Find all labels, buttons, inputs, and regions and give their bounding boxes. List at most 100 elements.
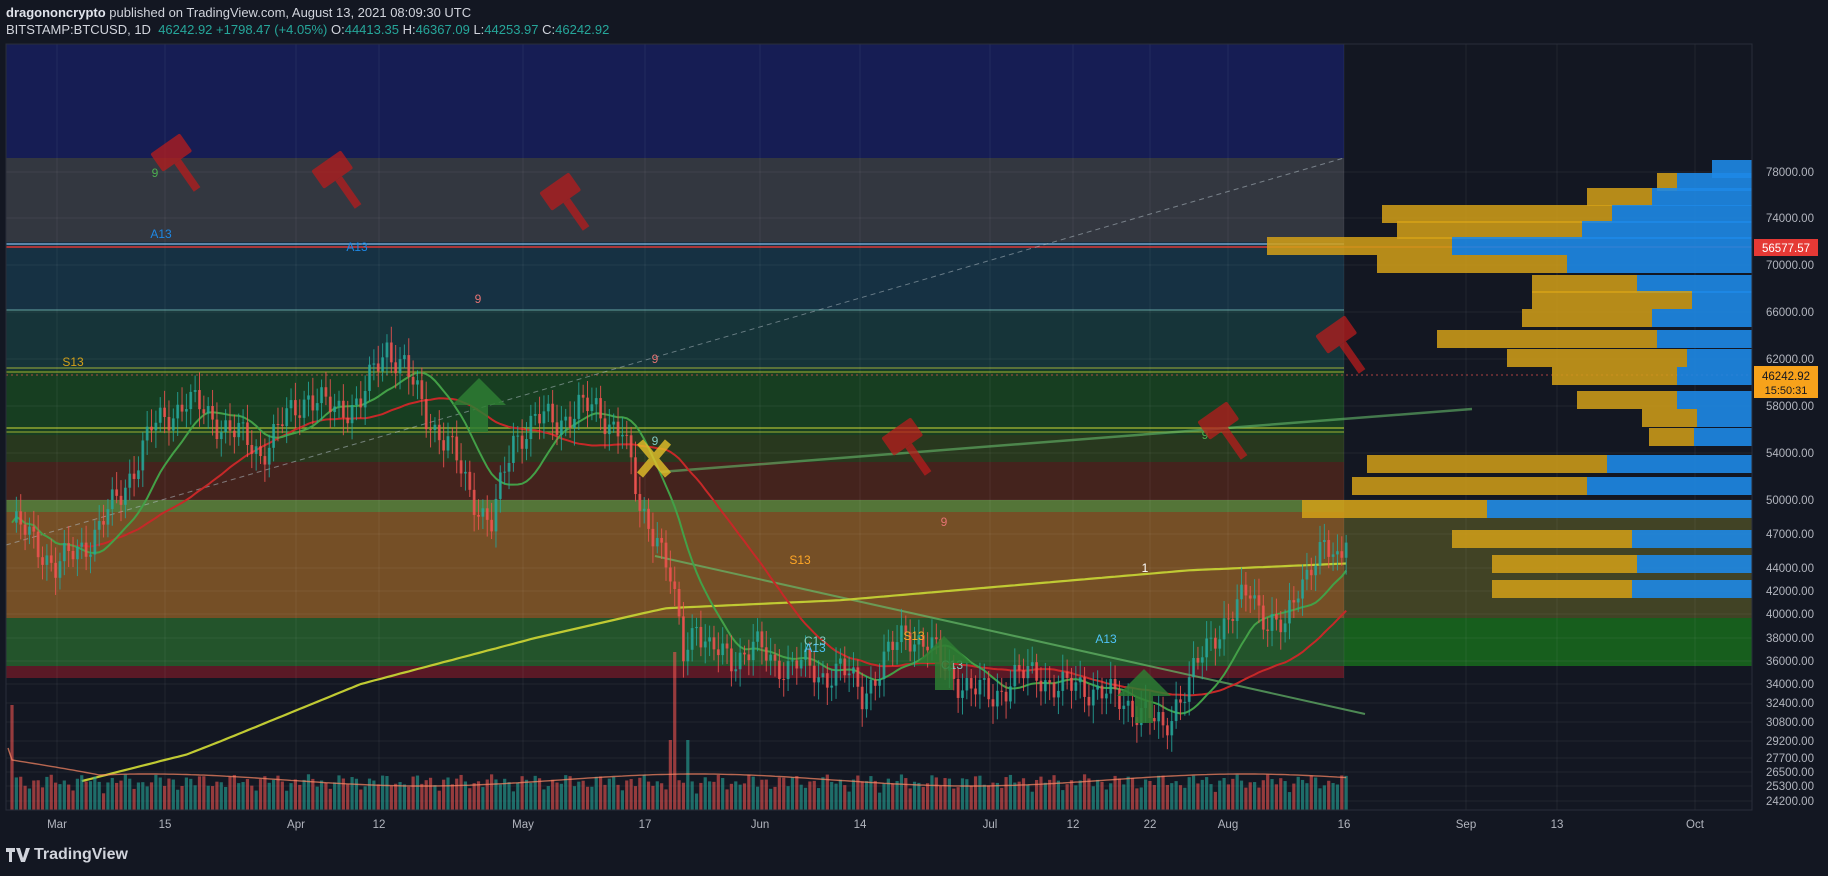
volume-bar xyxy=(1144,779,1148,810)
volume-bar xyxy=(1000,787,1004,810)
time-tick-label: Apr xyxy=(287,819,305,831)
volume-bar xyxy=(516,782,520,810)
candle-body xyxy=(455,436,459,461)
candle-body xyxy=(1314,565,1318,576)
candle-body xyxy=(403,355,406,360)
candle-body xyxy=(1331,554,1335,557)
volume-bar xyxy=(507,782,511,810)
candle-body xyxy=(389,342,393,363)
profile-bar-gold xyxy=(1507,349,1687,367)
candle-body xyxy=(1043,680,1047,692)
volume-bar xyxy=(973,776,978,810)
candle-body xyxy=(1327,540,1331,557)
candle-body xyxy=(978,679,982,695)
volume-bar xyxy=(546,786,550,810)
open-label: O: xyxy=(330,22,345,37)
close-value: 46242.92 xyxy=(555,22,610,37)
volume-bar xyxy=(197,776,202,810)
volume-bar xyxy=(1135,788,1139,810)
volume-bar xyxy=(254,790,258,810)
price-tick-label: 29200.00 xyxy=(1766,736,1814,748)
profile-bar-blue xyxy=(1612,205,1752,223)
candle-body xyxy=(642,508,646,511)
candle-body xyxy=(913,644,916,652)
volume-bar xyxy=(677,780,681,810)
volume-bar xyxy=(629,779,633,810)
volume-bar xyxy=(699,782,703,810)
volume-bar xyxy=(1117,778,1122,810)
profile-bar-blue xyxy=(1632,530,1752,548)
volume-bar xyxy=(572,786,577,810)
candle-body xyxy=(1318,542,1322,566)
volume-bar xyxy=(411,776,415,810)
candle-body xyxy=(843,658,847,676)
volume-bar xyxy=(673,652,677,810)
ma-red-line xyxy=(11,397,1347,697)
volume-bar xyxy=(354,778,359,810)
volume-bar xyxy=(1231,778,1235,810)
candle-body xyxy=(808,649,812,666)
td-annotation-label: S13 xyxy=(62,355,84,369)
candle-body xyxy=(830,685,834,688)
volume-bar xyxy=(803,787,808,810)
volume-bar xyxy=(1191,775,1196,810)
volume-bar xyxy=(908,788,912,810)
volume-bar xyxy=(36,780,40,810)
volume-bar xyxy=(302,779,306,810)
volume-bar xyxy=(272,779,276,810)
author-name[interactable]: dragononcrypto xyxy=(6,5,106,20)
candle-body xyxy=(638,494,642,511)
candle-body xyxy=(1166,725,1169,736)
candle-body xyxy=(699,626,703,648)
candle-body xyxy=(1122,705,1126,710)
volume-bar xyxy=(485,779,489,810)
volume-bar xyxy=(189,778,193,810)
volume-bar xyxy=(415,775,420,810)
volume-bar xyxy=(638,777,642,810)
td-annotation-label: C13 xyxy=(804,634,826,648)
volume-bar xyxy=(769,788,773,810)
candle-body xyxy=(873,679,877,686)
candle-body xyxy=(856,667,860,687)
candle-body xyxy=(1083,677,1086,697)
candle-body xyxy=(1183,701,1187,703)
volume-bar xyxy=(1043,782,1047,810)
candle-body xyxy=(1174,699,1178,722)
candle-body xyxy=(538,413,541,424)
candle-body xyxy=(119,495,123,505)
volume-bar xyxy=(498,784,502,810)
candle-body xyxy=(926,646,929,651)
candle-body xyxy=(834,663,838,686)
volume-bar xyxy=(991,782,995,810)
volume-bar xyxy=(559,783,563,810)
candle-body xyxy=(769,654,773,661)
volume-bar xyxy=(969,785,973,810)
candle-body xyxy=(1126,700,1130,706)
volume-bar xyxy=(285,790,289,810)
candle-body xyxy=(285,408,289,427)
candle-body xyxy=(682,616,685,662)
volume-profile xyxy=(1267,160,1752,598)
profile-bar-blue xyxy=(1677,367,1752,385)
candle-body xyxy=(298,415,302,418)
volume-bar xyxy=(646,781,651,810)
volume-bar xyxy=(293,779,297,810)
candle-body xyxy=(23,524,27,535)
profile-bar-gold xyxy=(1587,188,1652,206)
candle-body xyxy=(1322,540,1326,543)
symbol-label[interactable]: BITSTAMP:BTCUSD, 1D xyxy=(6,22,151,37)
profile-bar-blue xyxy=(1637,555,1752,573)
candle-body xyxy=(839,658,842,664)
volume-bar xyxy=(1279,778,1283,810)
candle-body xyxy=(1057,690,1060,698)
candle-body xyxy=(394,362,398,374)
tradingview-footer[interactable]: TradingView xyxy=(6,846,128,864)
candle-body xyxy=(1091,689,1095,706)
candle-body xyxy=(154,422,158,431)
volume-bar xyxy=(1170,783,1174,810)
candle-body xyxy=(446,436,450,451)
candle-body xyxy=(747,654,751,661)
volume-bar xyxy=(1013,782,1017,810)
volume-bar xyxy=(712,781,716,810)
